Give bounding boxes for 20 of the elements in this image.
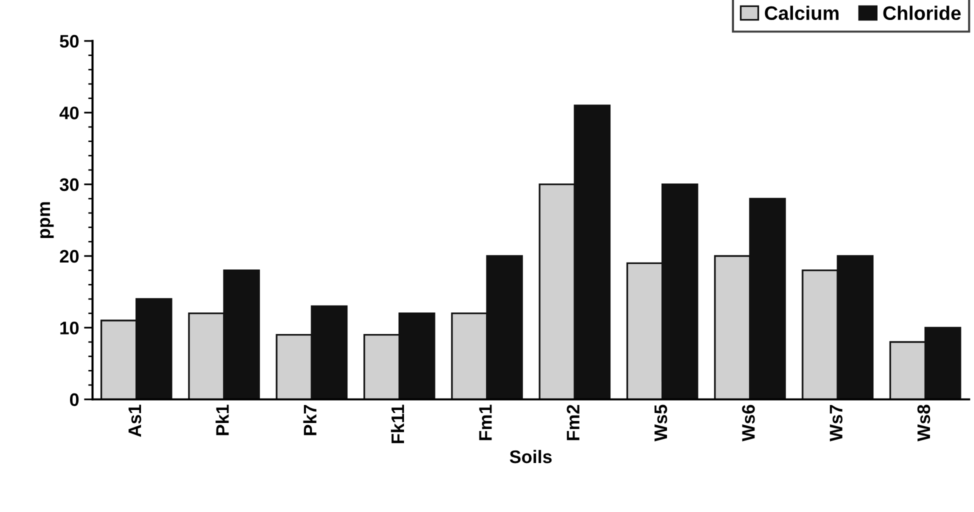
x-tick-label: Pk7 xyxy=(303,405,316,436)
y-tick-label: 20 xyxy=(60,250,79,263)
y-tick-label: 50 xyxy=(60,34,79,48)
y-tick-label: 40 xyxy=(60,106,79,120)
x-tick-label: Fm1 xyxy=(479,404,492,440)
x-tick-label: Pk1 xyxy=(216,404,229,436)
y-axis-title: ppm xyxy=(40,202,54,238)
legend-label: Chloride xyxy=(883,6,961,20)
y-tick-label: 0 xyxy=(70,393,79,406)
y-tick-label: 30 xyxy=(60,178,79,192)
x-tick-label: Ws5 xyxy=(654,404,668,442)
x-tick-label: Ws6 xyxy=(742,404,755,442)
x-tick-label: Ws8 xyxy=(917,404,930,442)
x-tick-label: Fk11 xyxy=(390,404,404,444)
legend-label: Calcium xyxy=(764,6,839,20)
x-tick-label: Ws7 xyxy=(830,405,842,442)
x-axis-title: Soils xyxy=(510,450,552,464)
y-tick-label: 10 xyxy=(60,322,79,334)
x-tick-label: As1 xyxy=(128,404,142,437)
x-tick-label: Fm2 xyxy=(566,404,580,440)
